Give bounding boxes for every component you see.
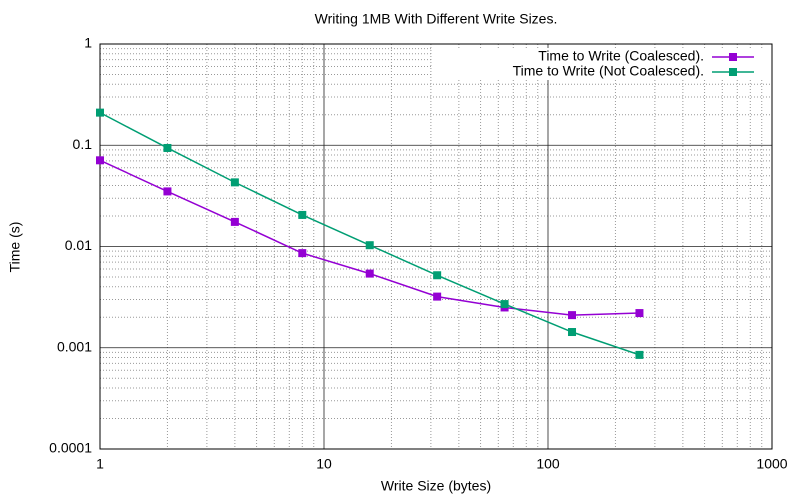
y-tick-label: 0.0001 bbox=[49, 440, 92, 456]
y-tick-label: 0.01 bbox=[65, 237, 92, 253]
point-marker bbox=[568, 328, 577, 337]
point-marker bbox=[230, 178, 239, 187]
y-tick-label: 0.1 bbox=[73, 136, 93, 152]
legend-marker bbox=[729, 68, 737, 76]
y-tick-label: 0.001 bbox=[57, 338, 92, 354]
legend-marker bbox=[729, 53, 737, 61]
point-marker bbox=[365, 269, 374, 278]
point-marker bbox=[433, 292, 442, 301]
x-axis-label: Write Size (bytes) bbox=[381, 478, 491, 494]
series-line bbox=[99, 159, 640, 316]
point-marker bbox=[163, 143, 172, 152]
point-marker bbox=[298, 249, 307, 258]
x-tick-label: 1 bbox=[96, 456, 104, 472]
x-tick-label: 1000 bbox=[756, 456, 787, 472]
y-axis-label: Time (s) bbox=[7, 222, 23, 273]
plot-border bbox=[99, 43, 773, 450]
point-marker bbox=[635, 309, 644, 318]
series-line bbox=[99, 111, 640, 356]
point-marker bbox=[568, 311, 577, 320]
point-marker bbox=[230, 217, 239, 226]
point-marker bbox=[96, 108, 104, 117]
y-tick-label: 1 bbox=[84, 35, 92, 51]
point-marker bbox=[365, 241, 374, 250]
legend-label: Time to Write (Not Coalesced). bbox=[513, 63, 704, 79]
point-marker bbox=[433, 271, 442, 280]
point-marker bbox=[96, 156, 104, 165]
point-marker bbox=[635, 350, 644, 359]
legend-label: Time to Write (Coalesced). bbox=[538, 48, 704, 64]
point-marker bbox=[500, 300, 509, 309]
point-marker bbox=[298, 210, 307, 219]
legend-box bbox=[432, 48, 771, 80]
point-marker bbox=[163, 187, 172, 196]
x-tick-label: 10 bbox=[316, 456, 332, 472]
chart-title: Writing 1MB With Different Write Sizes. bbox=[315, 11, 558, 27]
x-tick-label: 100 bbox=[536, 456, 560, 472]
